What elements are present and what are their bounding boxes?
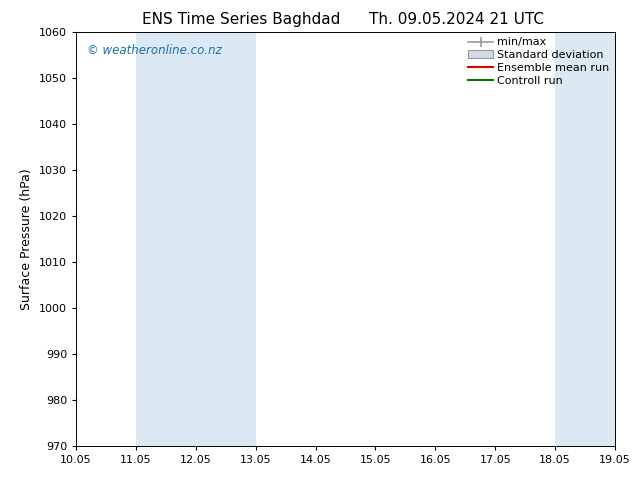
Text: © weatheronline.co.nz: © weatheronline.co.nz — [87, 44, 222, 57]
Text: Th. 09.05.2024 21 UTC: Th. 09.05.2024 21 UTC — [369, 12, 544, 27]
Bar — [136, 32, 196, 446]
Bar — [555, 32, 615, 446]
Y-axis label: Surface Pressure (hPa): Surface Pressure (hPa) — [20, 168, 34, 310]
Bar — [615, 32, 630, 446]
Text: ENS Time Series Baghdad: ENS Time Series Baghdad — [142, 12, 340, 27]
Legend: min/max, Standard deviation, Ensemble mean run, Controll run: min/max, Standard deviation, Ensemble me… — [466, 35, 612, 88]
Bar — [196, 32, 256, 446]
